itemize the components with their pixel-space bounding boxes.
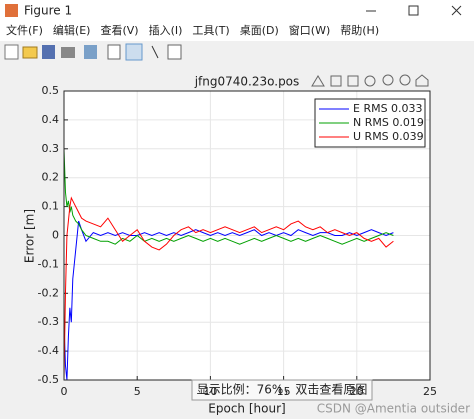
export-button[interactable] [311, 75, 325, 87]
watermark: CSDN @Amentia outsider [317, 402, 470, 416]
menu-item[interactable]: 窗口(W) [289, 23, 330, 37]
legend-label: N RMS 0.019 [353, 116, 424, 129]
x-tick-label: 25 [423, 385, 437, 398]
y-tick-label: -0.1 [38, 257, 59, 270]
title-bar [0, 0, 474, 21]
menu-item[interactable]: 编辑(E) [53, 23, 91, 37]
x-tick-label: 15 [277, 385, 291, 398]
y-tick-label: 0.5 [42, 84, 60, 97]
print-button[interactable] [61, 47, 75, 58]
data-line [63, 148, 394, 245]
zoom-in-button[interactable] [382, 74, 394, 86]
menu-item[interactable]: 文件(F) [6, 23, 43, 37]
x-tick-label: 5 [134, 385, 141, 398]
menu-item[interactable]: 查看(V) [100, 23, 138, 37]
overlay-box [191, 379, 373, 401]
chart-title: jfng0740.23o.pos [194, 75, 300, 89]
y-tick-label: 0 [52, 229, 59, 242]
window-title: Figure 1 [24, 4, 72, 18]
y-tick-label: 0.3 [42, 142, 60, 155]
arrow-button[interactable] [151, 45, 159, 59]
menu-bar [0, 21, 474, 41]
close-button[interactable] [451, 5, 462, 16]
menu-item[interactable]: 工具(T) [192, 24, 229, 37]
y-tick-label: -0.2 [38, 286, 59, 299]
overlay-text: 显示比例：76%，双击查看原图 [197, 383, 368, 397]
menu-item[interactable]: 插入(I) [149, 23, 183, 37]
datatip-button[interactable] [347, 75, 359, 87]
y-tick-label: 0.2 [42, 171, 60, 184]
x-tick-label: 10 [203, 385, 217, 398]
menu-item[interactable]: 桌面(D) [240, 24, 279, 37]
pan-button[interactable] [364, 75, 376, 87]
brush-button[interactable] [330, 75, 342, 87]
maximize-button[interactable] [408, 5, 419, 16]
y-tick-label: -0.3 [38, 315, 59, 328]
property-button[interactable] [167, 44, 182, 60]
axes-toolbar [311, 74, 429, 87]
x-tick-label: 20 [350, 385, 364, 398]
legend-label: E RMS 0.033 [353, 102, 423, 115]
colorbar-button[interactable] [107, 44, 121, 60]
toolbar [4, 43, 182, 61]
menu-item[interactable]: 帮助(H) [340, 23, 379, 37]
legend-button[interactable] [125, 43, 143, 61]
legend-label: U RMS 0.039 [353, 130, 424, 143]
link-button[interactable] [84, 45, 97, 59]
save-button[interactable] [42, 45, 55, 59]
open-button[interactable] [22, 46, 38, 59]
x-axis-label: Epoch [hour] [208, 402, 285, 416]
zoom-out-button[interactable] [399, 74, 411, 86]
data-line [63, 196, 394, 381]
y-tick-label: -0.5 [38, 373, 59, 386]
new-button[interactable] [4, 44, 19, 60]
x-tick-label: 0 [61, 385, 68, 398]
y-tick-label: 0.4 [42, 113, 60, 126]
y-tick-label: -0.4 [38, 344, 59, 357]
app-icon [5, 4, 18, 17]
y-tick-label: 0.1 [42, 200, 60, 213]
home-button[interactable] [415, 74, 429, 87]
y-axis-label: Error [m] [23, 209, 37, 263]
